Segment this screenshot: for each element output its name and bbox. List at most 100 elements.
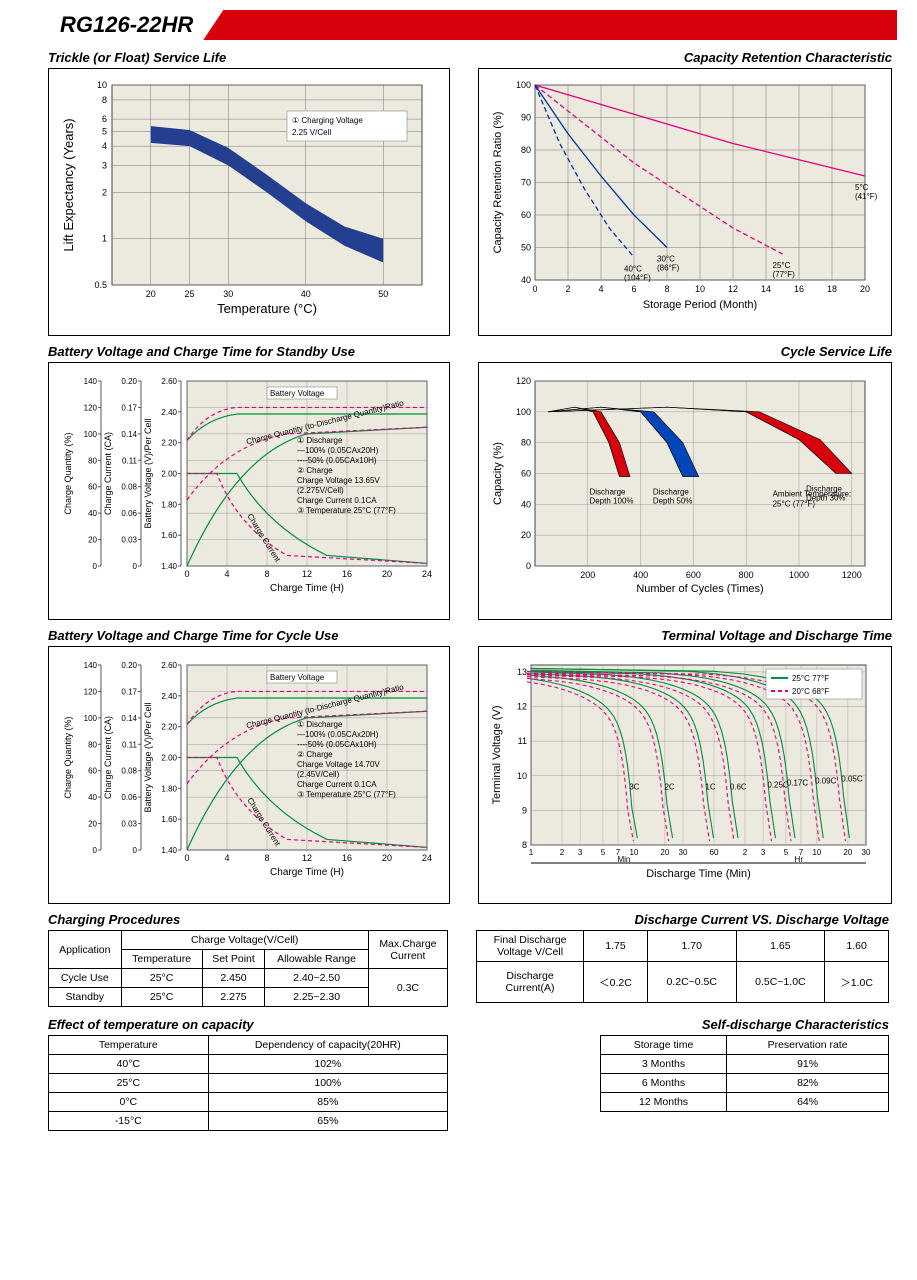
- svg-text:0.11: 0.11: [122, 456, 138, 465]
- svg-text:18: 18: [827, 284, 837, 294]
- svg-text:10: 10: [517, 771, 527, 781]
- cell: 40°C: [49, 1055, 209, 1074]
- svg-text:2.00: 2.00: [161, 754, 177, 763]
- svg-text:0.17C: 0.17C: [787, 779, 809, 788]
- svg-text:0: 0: [532, 284, 537, 294]
- svg-text:60: 60: [521, 469, 531, 479]
- svg-text:1.60: 1.60: [161, 815, 177, 824]
- charging-title: Charging Procedures: [48, 912, 448, 927]
- th-fdv: Final Discharge Voltage V/Cell: [477, 931, 584, 962]
- retention-chart: 405060708090100024681012141618205°C(41°F…: [478, 68, 892, 336]
- svg-text:100: 100: [516, 80, 531, 90]
- svg-text:120: 120: [84, 687, 98, 696]
- svg-text:25°C 77°F: 25°C 77°F: [792, 674, 829, 683]
- svg-text:2C: 2C: [664, 783, 674, 792]
- selfdis-table: Storage timePreservation rate 3 Months91…: [600, 1035, 889, 1112]
- svg-text:80: 80: [88, 456, 97, 465]
- svg-text:1: 1: [529, 848, 534, 857]
- terminal-chart: 891011121312357102030602357102030MinHr3C…: [478, 646, 892, 904]
- th-dc: Discharge Current(A): [477, 962, 584, 1003]
- svg-text:① Discharge: ① Discharge: [297, 720, 343, 729]
- standby-title: Battery Voltage and Charge Time for Stan…: [48, 344, 450, 359]
- svg-text:120: 120: [516, 376, 531, 386]
- svg-text:3: 3: [578, 848, 583, 857]
- svg-text:(2.275V/Cell): (2.275V/Cell): [297, 486, 344, 495]
- cell: 65%: [208, 1112, 447, 1131]
- svg-text:70: 70: [521, 178, 531, 188]
- svg-text:11: 11: [518, 736, 527, 746]
- svg-text:① Discharge: ① Discharge: [297, 436, 343, 445]
- svg-text:2.20: 2.20: [161, 723, 177, 732]
- svg-text:Discharge Time (Min): Discharge Time (Min): [646, 868, 751, 880]
- svg-text:5: 5: [102, 126, 107, 136]
- svg-text:----50% (0.05CAx10H): ----50% (0.05CAx10H): [297, 740, 377, 749]
- svg-text:120: 120: [84, 403, 98, 412]
- cell: Standby: [49, 988, 122, 1007]
- svg-text:Battery Voltage (V)/Per Cell: Battery Voltage (V)/Per Cell: [143, 418, 153, 528]
- svg-text:20: 20: [88, 536, 97, 545]
- svg-text:0.08: 0.08: [121, 767, 137, 776]
- retention-svg: 405060708090100024681012141618205°C(41°F…: [487, 77, 883, 327]
- terminal-title: Terminal Voltage and Discharge Time: [478, 628, 892, 643]
- svg-text:Hr: Hr: [795, 855, 804, 864]
- th-cv: Charge Voltage(V/Cell): [121, 931, 368, 950]
- cyclelife-chart: 02040608010012020040060080010001200Disch…: [478, 362, 892, 620]
- svg-text:Storage Period (Month): Storage Period (Month): [643, 299, 757, 311]
- svg-text:2.60: 2.60: [161, 661, 177, 670]
- svg-text:Capacity (%): Capacity (%): [492, 442, 504, 505]
- svg-text:0.25C: 0.25C: [767, 781, 789, 790]
- svg-text:0.20: 0.20: [121, 377, 137, 386]
- svg-text:40°C: 40°C: [624, 264, 642, 273]
- svg-text:③ Temperature 25°C (77°F): ③ Temperature 25°C (77°F): [297, 790, 396, 799]
- svg-text:0.06: 0.06: [121, 793, 137, 802]
- standby-chart: 04812162024020406080100120140Charge Quan…: [48, 362, 450, 620]
- svg-text:20: 20: [843, 848, 852, 857]
- trickle-chart: 0.51234568102025304050① Charging Voltage…: [48, 68, 450, 336]
- th-ar: Allowable Range: [265, 950, 368, 969]
- svg-text:Discharge: Discharge: [653, 488, 690, 497]
- svg-text:24: 24: [422, 853, 432, 863]
- svg-text:60: 60: [521, 210, 531, 220]
- svg-text:400: 400: [633, 570, 648, 580]
- svg-text:10: 10: [812, 848, 821, 857]
- svg-text:800: 800: [739, 570, 754, 580]
- svg-text:② Charge: ② Charge: [297, 466, 333, 475]
- cell: 2.450: [202, 969, 265, 988]
- svg-text:60: 60: [88, 767, 97, 776]
- svg-text:③ Temperature 25°C (77°F): ③ Temperature 25°C (77°F): [297, 506, 396, 515]
- svg-text:8: 8: [102, 95, 107, 105]
- svg-text:Lift Expectancy (Years): Lift Expectancy (Years): [61, 118, 76, 251]
- svg-text:2.25 V/Cell: 2.25 V/Cell: [292, 128, 331, 137]
- svg-text:14: 14: [761, 284, 771, 294]
- svg-text:20: 20: [382, 569, 392, 579]
- svg-text:Number of Cycles (Times): Number of Cycles (Times): [636, 583, 763, 595]
- svg-text:1.80: 1.80: [161, 500, 177, 509]
- th: Storage time: [600, 1036, 726, 1055]
- svg-text:3: 3: [102, 160, 107, 170]
- svg-text:0: 0: [133, 846, 138, 855]
- svg-text:0.09C: 0.09C: [815, 777, 837, 786]
- svg-text:(2.45V/Cell): (2.45V/Cell): [297, 770, 340, 779]
- svg-text:100: 100: [84, 430, 98, 439]
- svg-text:25: 25: [184, 289, 194, 299]
- svg-text:0.6C: 0.6C: [730, 783, 747, 792]
- svg-text:Charge Current (CA): Charge Current (CA): [103, 716, 113, 799]
- model-number: RG126-22HR: [60, 12, 193, 37]
- standby-svg: 04812162024020406080100120140Charge Quan…: [57, 371, 441, 611]
- svg-text:2.40: 2.40: [161, 408, 177, 417]
- svg-text:2.00: 2.00: [161, 470, 177, 479]
- svg-text:Battery Voltage (V)/Per Cell: Battery Voltage (V)/Per Cell: [143, 702, 153, 812]
- svg-text:12: 12: [302, 853, 312, 863]
- svg-text:30: 30: [223, 289, 233, 299]
- svg-text:2: 2: [565, 284, 570, 294]
- svg-text:1.80: 1.80: [161, 784, 177, 793]
- cell: 12 Months: [600, 1093, 726, 1112]
- svg-text:2.40: 2.40: [161, 692, 177, 701]
- svg-text:12: 12: [728, 284, 738, 294]
- svg-text:10: 10: [695, 284, 705, 294]
- svg-text:16: 16: [794, 284, 804, 294]
- svg-text:4: 4: [224, 569, 229, 579]
- svg-text:1200: 1200: [842, 570, 862, 580]
- page-header: RG126-22HR: [40, 10, 897, 42]
- cell: ＞1.0C: [825, 962, 889, 1003]
